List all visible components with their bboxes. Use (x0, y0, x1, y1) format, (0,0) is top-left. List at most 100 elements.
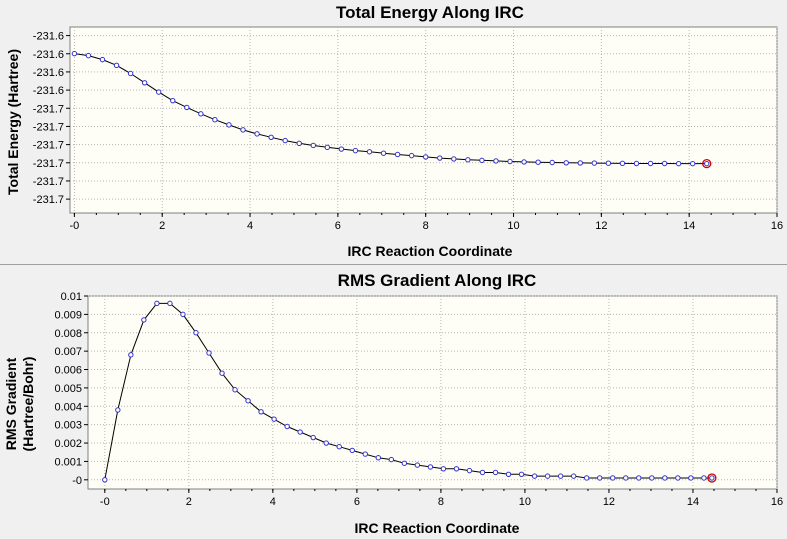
gradient-data-point[interactable] (636, 475, 642, 481)
gradient-data-point[interactable] (180, 311, 186, 318)
gradient-data-point[interactable] (401, 460, 408, 466)
energy-data-point[interactable] (661, 160, 668, 167)
energy-data-point[interactable] (366, 149, 373, 155)
energy-data-point[interactable] (352, 147, 359, 154)
gradient-data-point[interactable] (219, 370, 225, 376)
gradient-x-tick-label: 10 (519, 496, 531, 508)
gradient-data-point[interactable] (427, 464, 434, 470)
energy-data-point[interactable] (535, 159, 541, 165)
energy-data-point[interactable] (156, 89, 162, 95)
energy-data-point[interactable] (408, 152, 415, 159)
energy-data-point[interactable] (704, 160, 710, 167)
gradient-data-point[interactable] (102, 477, 108, 483)
gradient-data-point[interactable] (492, 469, 499, 476)
gradient-data-point[interactable] (336, 444, 342, 450)
energy-data-point[interactable] (282, 137, 288, 144)
gradient-data-point[interactable] (245, 398, 251, 404)
energy-data-point[interactable] (577, 160, 583, 166)
gradient-data-point[interactable] (115, 407, 121, 413)
gradient-data-point[interactable] (440, 466, 447, 472)
gradient-data-point[interactable] (453, 466, 460, 472)
energy-data-point[interactable] (521, 159, 527, 165)
energy-data-point[interactable] (240, 127, 246, 133)
energy-data-point[interactable] (71, 50, 78, 57)
gradient-data-point[interactable] (375, 455, 382, 461)
energy-data-point[interactable] (296, 140, 302, 147)
energy-data-point[interactable] (380, 150, 387, 156)
gradient-series (102, 300, 717, 483)
gradient-data-point[interactable] (206, 350, 212, 356)
gradient-data-point[interactable] (518, 471, 525, 477)
energy-data-point[interactable] (184, 104, 190, 111)
energy-data-point[interactable] (394, 151, 401, 158)
energy-data-point[interactable] (437, 155, 443, 161)
gradient-data-point[interactable] (232, 387, 238, 393)
gradient-data-point[interactable] (193, 330, 199, 336)
energy-data-point[interactable] (170, 97, 176, 104)
gradient-data-point[interactable] (531, 473, 538, 479)
gradient-data-point[interactable] (362, 451, 368, 457)
energy-data-point[interactable] (226, 122, 232, 128)
gradient-data-point[interactable] (388, 456, 395, 463)
energy-data-point[interactable] (619, 160, 626, 167)
gradient-x-tick-label: 12 (603, 496, 615, 508)
gradient-data-point[interactable] (466, 467, 473, 474)
energy-data-point[interactable] (479, 157, 485, 164)
gradient-data-point[interactable] (258, 409, 264, 415)
gradient-data-point[interactable] (271, 416, 277, 422)
gradient-data-point[interactable] (128, 352, 134, 358)
energy-data-point[interactable] (591, 160, 598, 166)
energy-data-point[interactable] (198, 111, 204, 117)
gradient-data-point[interactable] (597, 475, 603, 481)
gradient-data-point[interactable] (701, 475, 707, 481)
energy-data-point[interactable] (605, 160, 612, 166)
gradient-data-point[interactable] (688, 475, 694, 481)
gradient-data-point[interactable] (544, 473, 551, 479)
energy-data-point[interactable] (633, 160, 640, 167)
gradient-data-point[interactable] (570, 473, 577, 479)
gradient-data-point[interactable] (284, 423, 290, 430)
gradient-current-point-marker[interactable] (707, 473, 717, 483)
gradient-data-point[interactable] (557, 473, 564, 479)
energy-current-point-marker[interactable] (702, 158, 712, 169)
energy-data-point[interactable] (422, 154, 429, 160)
gradient-data-point[interactable] (649, 475, 655, 481)
gradient-data-point[interactable] (583, 475, 590, 481)
energy-data-point[interactable] (99, 56, 106, 63)
energy-data-point[interactable] (675, 160, 682, 167)
gradient-data-point[interactable] (479, 469, 486, 476)
gradient-data-point[interactable] (709, 475, 715, 481)
energy-data-point[interactable] (212, 117, 218, 123)
energy-data-point[interactable] (268, 134, 274, 141)
gradient-data-point[interactable] (297, 429, 303, 435)
energy-data-point[interactable] (507, 158, 513, 165)
energy-data-point[interactable] (465, 157, 471, 163)
energy-data-point[interactable] (310, 142, 316, 149)
energy-data-point[interactable] (338, 146, 345, 152)
gradient-data-point[interactable] (610, 475, 616, 481)
gradient-data-point[interactable] (167, 300, 173, 307)
energy-data-point[interactable] (141, 80, 148, 86)
gradient-data-point[interactable] (141, 317, 147, 323)
gradient-data-point[interactable] (414, 462, 421, 468)
gradient-data-point[interactable] (310, 434, 316, 441)
energy-data-point[interactable] (689, 160, 696, 167)
energy-data-point[interactable] (324, 144, 331, 151)
energy-data-point[interactable] (254, 131, 260, 137)
energy-data-point[interactable] (113, 62, 120, 69)
gradient-data-point[interactable] (154, 300, 160, 307)
energy-data-point[interactable] (549, 159, 555, 166)
energy-data-point[interactable] (563, 160, 569, 166)
energy-data-point[interactable] (647, 160, 654, 167)
gradient-data-point[interactable] (323, 440, 329, 446)
gradient-data-point[interactable] (623, 475, 629, 481)
gradient-y-tick-label: -0 (72, 475, 82, 487)
gradient-data-point[interactable] (505, 471, 512, 477)
gradient-data-point[interactable] (349, 447, 355, 454)
energy-data-point[interactable] (127, 70, 134, 77)
energy-data-point[interactable] (493, 158, 499, 164)
energy-data-point[interactable] (451, 156, 457, 162)
gradient-data-point[interactable] (675, 475, 681, 481)
gradient-data-point[interactable] (662, 475, 668, 481)
energy-data-point[interactable] (85, 52, 92, 59)
